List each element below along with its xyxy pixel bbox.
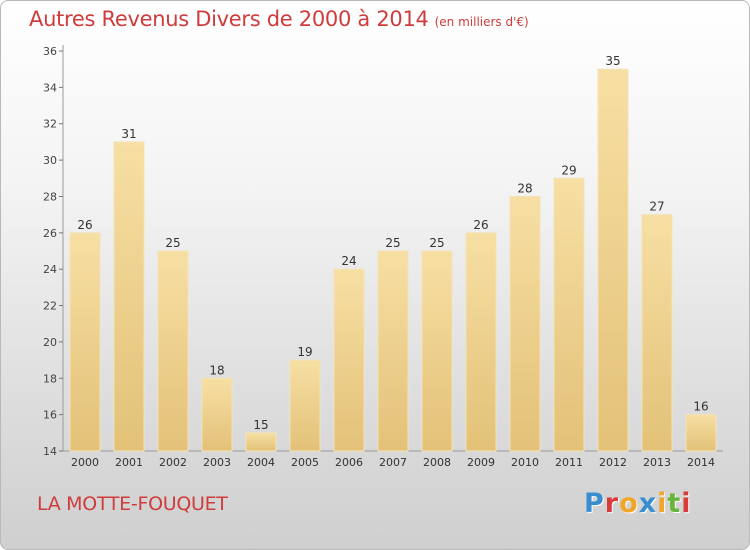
y-tick-label: 32 xyxy=(43,118,57,131)
x-tick-label: 2014 xyxy=(687,456,715,469)
data-label: 18 xyxy=(209,363,224,377)
data-label: 27 xyxy=(649,200,664,214)
bar xyxy=(597,68,629,452)
bar xyxy=(641,214,673,452)
bar xyxy=(289,359,321,452)
data-label: 35 xyxy=(605,54,620,68)
logo-letter: P xyxy=(584,488,605,519)
data-label: 19 xyxy=(297,345,312,359)
unit-text: (en milliers d'€) xyxy=(434,15,529,29)
x-tick-label: 2004 xyxy=(247,456,275,469)
data-label: 25 xyxy=(385,236,400,250)
bar xyxy=(421,250,453,452)
y-tick-label: 34 xyxy=(43,81,57,94)
logo-letter: o xyxy=(619,488,639,519)
x-tick-label: 2006 xyxy=(335,456,363,469)
data-label: 26 xyxy=(473,218,488,232)
y-tick-label: 20 xyxy=(43,336,57,349)
data-label: 31 xyxy=(121,127,136,141)
bar xyxy=(333,268,365,452)
logo-letter: i xyxy=(681,488,692,519)
data-label: 28 xyxy=(517,181,532,195)
y-tick-label: 26 xyxy=(43,227,57,240)
y-tick-label: 14 xyxy=(43,445,57,458)
bar xyxy=(113,141,145,452)
y-tick-label: 16 xyxy=(43,409,57,422)
data-label: 24 xyxy=(341,254,356,268)
title-text: Autres Revenus Divers de 2000 à 2014 xyxy=(29,7,429,31)
bar xyxy=(201,377,233,452)
x-tick-label: 2002 xyxy=(159,456,187,469)
x-tick-label: 2001 xyxy=(115,456,143,469)
bar xyxy=(245,432,277,452)
x-tick-label: 2007 xyxy=(379,456,407,469)
proxiti-logo: Proxiti xyxy=(584,488,692,519)
x-tick-label: 2013 xyxy=(643,456,671,469)
y-tick-label: 24 xyxy=(43,263,57,276)
data-label: 26 xyxy=(77,218,92,232)
data-label: 16 xyxy=(693,400,708,414)
logo-letter: t xyxy=(667,488,682,519)
x-tick-label: 2008 xyxy=(423,456,451,469)
bar xyxy=(69,232,101,452)
bar xyxy=(377,250,409,452)
data-label: 25 xyxy=(165,236,180,250)
logo-letter: x xyxy=(638,488,658,519)
x-tick-label: 2009 xyxy=(467,456,495,469)
chart-title: Autres Revenus Divers de 2000 à 2014 (en … xyxy=(29,7,529,31)
x-tick-label: 2010 xyxy=(511,456,539,469)
logo-letter: r xyxy=(604,488,620,519)
y-tick-label: 22 xyxy=(43,300,57,313)
y-tick-label: 30 xyxy=(43,154,57,167)
data-label: 15 xyxy=(253,418,268,432)
x-tick-label: 2012 xyxy=(599,456,627,469)
bar xyxy=(553,177,585,452)
bar xyxy=(465,232,497,452)
x-tick-label: 2005 xyxy=(291,456,319,469)
y-tick-label: 36 xyxy=(43,45,57,58)
y-tick-label: 18 xyxy=(43,372,57,385)
x-tick-label: 2000 xyxy=(71,456,99,469)
x-tick-label: 2003 xyxy=(203,456,231,469)
bar xyxy=(685,414,717,452)
logo-letter: i xyxy=(657,488,668,519)
commune-name: LA MOTTE-FOUQUET xyxy=(37,493,228,515)
x-tick-label: 2011 xyxy=(555,456,583,469)
data-label: 29 xyxy=(561,163,576,177)
data-label: 25 xyxy=(429,236,444,250)
y-tick-label: 28 xyxy=(43,190,57,203)
bar xyxy=(509,195,541,452)
bar xyxy=(157,250,189,452)
